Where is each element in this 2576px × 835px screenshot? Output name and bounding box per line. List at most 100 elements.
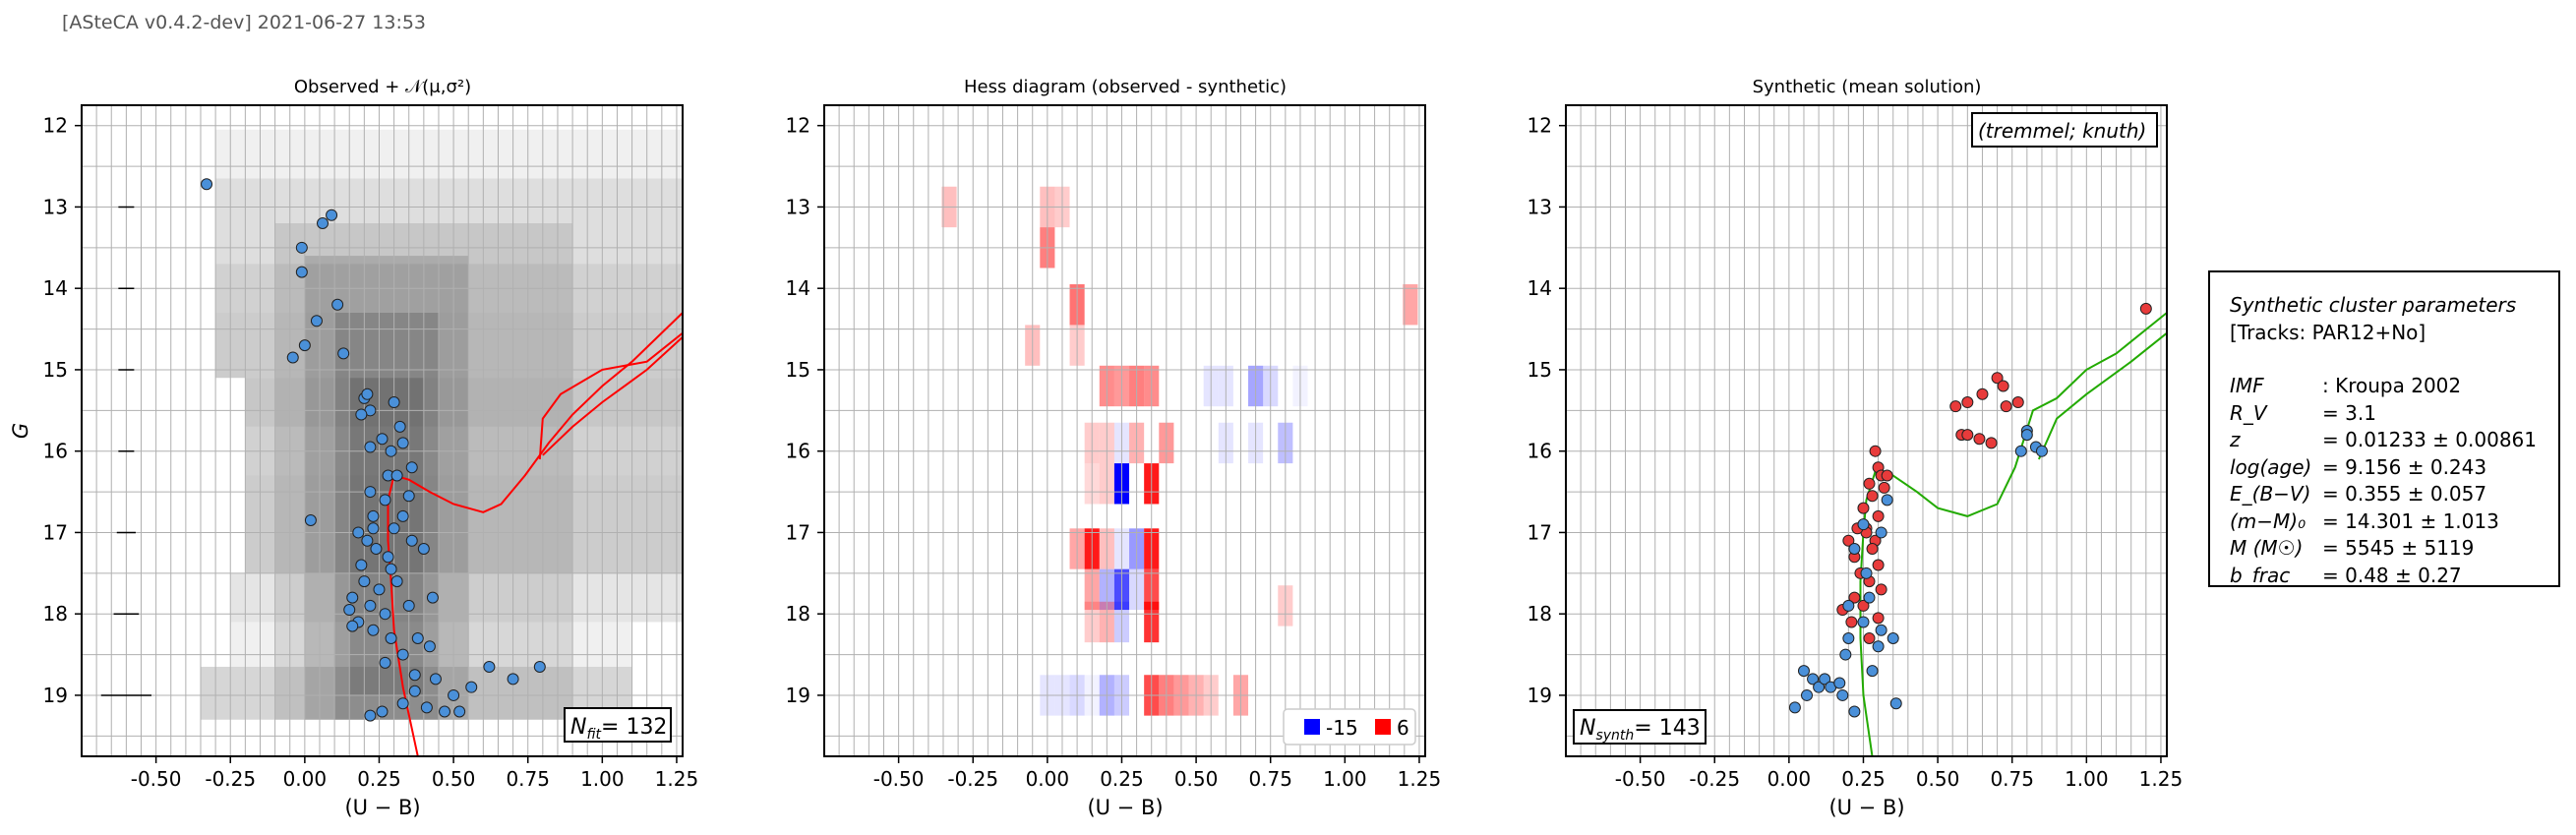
star-point xyxy=(405,534,418,547)
x-tick-label: 0.75 xyxy=(506,767,550,791)
single-star-point xyxy=(1842,632,1855,645)
badge-nsynth: Nsynth= 143 xyxy=(1573,709,1707,745)
star-point xyxy=(370,542,383,555)
star-point xyxy=(385,445,397,457)
panel-title: Synthetic (mean solution) xyxy=(1753,77,1982,97)
binary-star-point xyxy=(1875,583,1887,596)
density-cell xyxy=(215,178,683,265)
param-value: = 0.01233 ± 0.00861 xyxy=(2322,428,2537,451)
single-star-point xyxy=(1860,567,1873,579)
star-point xyxy=(385,563,397,575)
panel-title: Observed + 𝒩(μ,σ²) xyxy=(294,77,471,97)
star-point xyxy=(367,522,380,535)
isochrone-line xyxy=(2037,331,2168,460)
x-tick-label: 0.25 xyxy=(1100,767,1144,791)
star-point xyxy=(533,660,546,673)
y-tick-label: 16 xyxy=(1528,440,1552,463)
star-point xyxy=(317,216,329,229)
single-star-point xyxy=(1801,688,1814,701)
binary-star-point xyxy=(1881,469,1893,482)
density-cell xyxy=(245,378,683,427)
star-point xyxy=(364,486,377,499)
x-tick-label: 1.25 xyxy=(2139,767,2184,791)
params-tracks: [Tracks: PAR12+No] xyxy=(2230,320,2426,344)
binary-star-point xyxy=(1872,559,1885,571)
method-label: (tremmel; knuth) xyxy=(1978,119,2146,143)
y-tick-label: 15 xyxy=(1528,358,1552,382)
y-axis-label: G xyxy=(9,423,32,439)
binary-star-point xyxy=(1866,542,1879,555)
star-point xyxy=(326,209,338,221)
x-tick-label: -0.50 xyxy=(1615,767,1666,791)
svg-text:Nfit= 132: Nfit= 132 xyxy=(570,715,667,743)
legend-label-pos: 6 xyxy=(1397,716,1409,740)
single-star-point xyxy=(1857,518,1870,531)
binary-star-point xyxy=(1985,437,1998,449)
y-tick-label: 12 xyxy=(1528,114,1552,138)
star-point xyxy=(402,490,415,503)
param-label: (m−M)₀ xyxy=(2230,508,2306,533)
param-row: (m−M)₀ = 14.301 ± 1.013 xyxy=(2230,508,2539,536)
star-point xyxy=(201,178,213,191)
y-tick-label: 13 xyxy=(1528,195,1552,218)
legend-label-neg: -15 xyxy=(1326,716,1358,740)
single-star-point xyxy=(1788,701,1801,714)
star-point xyxy=(483,660,496,673)
x-tick-label: -0.25 xyxy=(947,767,998,791)
x-tick-label: 1.25 xyxy=(1398,767,1442,791)
single-star-point xyxy=(1887,632,1899,645)
y-tick-label: 13 xyxy=(786,195,810,218)
single-star-point xyxy=(1839,648,1852,661)
star-point xyxy=(426,591,439,604)
binary-star-point xyxy=(1961,429,1974,442)
star-point xyxy=(465,681,478,693)
header-timestamp: [ASteCA v0.4.2-dev] 2021-06-27 13:53 xyxy=(62,12,427,33)
y-tick-label: 16 xyxy=(43,440,68,463)
single-star-point xyxy=(1857,616,1870,628)
badge-sub: synth xyxy=(1595,728,1634,744)
x-tick-label: 1.00 xyxy=(580,767,625,791)
y-tick-label: 19 xyxy=(786,684,810,707)
star-point xyxy=(385,632,397,645)
plot-frame xyxy=(1565,104,2168,757)
star-point xyxy=(396,697,409,710)
legend-swatch-red xyxy=(1375,719,1391,735)
binary-star-point xyxy=(1976,388,1989,400)
badge-sub: fit xyxy=(586,727,601,743)
binary-star-point xyxy=(1842,534,1855,547)
x-axis-label: (U − B) xyxy=(344,796,420,819)
binary-star-point xyxy=(1869,445,1882,457)
star-point xyxy=(448,688,460,701)
density-cell xyxy=(334,313,439,720)
parameters-box: Synthetic cluster parameters [Tracks: PA… xyxy=(2208,270,2560,587)
badge-n: N xyxy=(570,715,586,740)
star-point xyxy=(396,437,409,449)
param-label: z xyxy=(2230,428,2241,451)
isochrone-line xyxy=(1859,312,2168,757)
star-point xyxy=(507,673,519,686)
density-cell xyxy=(215,313,683,379)
star-point xyxy=(286,351,299,364)
binary-star-point xyxy=(1973,433,1986,446)
y-tick-label: 15 xyxy=(786,358,810,382)
y-tick-label: 14 xyxy=(1528,276,1552,300)
star-point xyxy=(429,673,442,686)
star-point xyxy=(355,559,368,571)
x-tick-label: -0.25 xyxy=(1689,767,1740,791)
single-star-point xyxy=(1797,665,1810,678)
binary-star-point xyxy=(1872,612,1885,625)
star-point xyxy=(361,388,374,400)
y-tick-label: 18 xyxy=(786,602,810,626)
panel-synthetic: Synthetic (mean solution) -0.50 -0.25 0.00… xyxy=(1528,77,2184,819)
star-point xyxy=(373,583,386,596)
y-tick-label: 17 xyxy=(1528,520,1552,544)
star-point xyxy=(439,705,451,718)
single-star-point xyxy=(2020,429,2033,442)
plot-frame xyxy=(81,104,684,757)
star-point xyxy=(379,608,391,621)
y-tick-label: 18 xyxy=(1528,602,1552,626)
y-tick-label: 17 xyxy=(786,520,810,544)
x-tick-label: 0.00 xyxy=(1767,767,1812,791)
y-tick-label: 17 xyxy=(43,520,68,544)
star-point xyxy=(408,669,421,682)
